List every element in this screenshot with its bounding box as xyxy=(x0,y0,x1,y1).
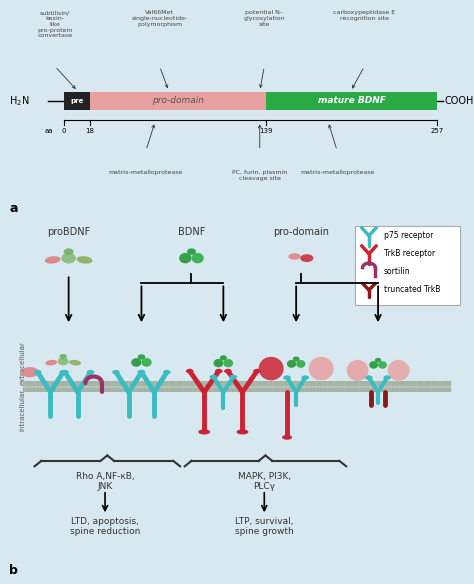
Text: Val66Met
single-nucleotide-
polymorphism: Val66Met single-nucleotide- polymorphism xyxy=(131,10,188,27)
Ellipse shape xyxy=(293,356,300,361)
Ellipse shape xyxy=(301,254,313,262)
Bar xyxy=(266,92,437,110)
Text: $\rm H_2N$: $\rm H_2N$ xyxy=(9,94,30,108)
Text: 18: 18 xyxy=(86,128,95,134)
Ellipse shape xyxy=(224,369,232,373)
Ellipse shape xyxy=(301,376,309,380)
Ellipse shape xyxy=(61,370,69,374)
Ellipse shape xyxy=(58,357,69,366)
Text: aa: aa xyxy=(44,128,53,134)
Ellipse shape xyxy=(191,253,204,263)
Ellipse shape xyxy=(187,248,196,255)
Text: PC, furin, plasmin
cleavage site: PC, furin, plasmin cleavage site xyxy=(232,170,287,181)
Text: COOH: COOH xyxy=(444,96,474,106)
Ellipse shape xyxy=(365,376,373,380)
Ellipse shape xyxy=(210,375,217,379)
Text: potential N–
glycosylation
site: potential N– glycosylation site xyxy=(244,10,285,27)
Text: intracellular: intracellular xyxy=(19,389,25,431)
Ellipse shape xyxy=(213,359,223,367)
Ellipse shape xyxy=(215,369,223,373)
Ellipse shape xyxy=(259,357,283,380)
Ellipse shape xyxy=(220,355,227,360)
Ellipse shape xyxy=(296,360,305,368)
Text: pre: pre xyxy=(71,98,84,104)
Ellipse shape xyxy=(229,375,237,379)
Ellipse shape xyxy=(198,429,210,434)
Text: extracellular: extracellular xyxy=(19,341,25,385)
Ellipse shape xyxy=(163,370,171,374)
Ellipse shape xyxy=(131,358,141,367)
Text: pro-domain: pro-domain xyxy=(273,227,328,237)
Ellipse shape xyxy=(186,369,193,373)
Text: truncated TrkB: truncated TrkB xyxy=(383,286,440,294)
Ellipse shape xyxy=(378,361,387,369)
Ellipse shape xyxy=(61,253,76,263)
Ellipse shape xyxy=(137,370,145,374)
Ellipse shape xyxy=(287,360,296,368)
Text: pro-domain: pro-domain xyxy=(152,96,204,106)
Text: matrix-metalloprotease: matrix-metalloprotease xyxy=(109,170,183,175)
Text: matrix-metalloprotease: matrix-metalloprotease xyxy=(300,170,374,175)
Ellipse shape xyxy=(77,256,92,263)
Ellipse shape xyxy=(34,370,42,374)
Bar xyxy=(23,385,451,388)
Ellipse shape xyxy=(64,248,73,255)
Ellipse shape xyxy=(375,358,381,363)
Text: p75 receptor: p75 receptor xyxy=(383,231,433,240)
Ellipse shape xyxy=(112,370,120,374)
Ellipse shape xyxy=(346,360,368,381)
Ellipse shape xyxy=(45,256,61,263)
Text: a: a xyxy=(9,203,18,215)
Bar xyxy=(23,381,451,392)
Ellipse shape xyxy=(141,358,152,367)
Text: 257: 257 xyxy=(430,128,444,134)
Bar xyxy=(356,225,460,305)
Text: carboxypeptidase E
recognition site: carboxypeptidase E recognition site xyxy=(333,10,395,21)
Ellipse shape xyxy=(369,361,378,369)
Ellipse shape xyxy=(253,369,261,373)
Ellipse shape xyxy=(223,359,233,367)
Ellipse shape xyxy=(137,354,145,360)
Text: sortilin: sortilin xyxy=(383,267,410,276)
Ellipse shape xyxy=(59,370,67,374)
Ellipse shape xyxy=(137,370,145,374)
Text: LTP, survival,
spine growth: LTP, survival, spine growth xyxy=(235,517,294,537)
Ellipse shape xyxy=(59,354,67,359)
Ellipse shape xyxy=(288,253,301,260)
Bar xyxy=(90,92,266,110)
Text: proBDNF: proBDNF xyxy=(47,227,90,237)
Ellipse shape xyxy=(282,435,292,440)
Ellipse shape xyxy=(21,367,39,377)
Text: 0: 0 xyxy=(62,128,66,134)
Text: subtilisin/
kexin-
like
pro-protein
convertase: subtilisin/ kexin- like pro-protein conv… xyxy=(37,10,73,39)
Ellipse shape xyxy=(309,357,334,380)
Ellipse shape xyxy=(383,376,391,380)
Ellipse shape xyxy=(179,253,191,263)
Text: mature BDNF: mature BDNF xyxy=(318,96,385,106)
Text: LTD, apoptosis,
spine reduction: LTD, apoptosis, spine reduction xyxy=(70,517,140,537)
Text: BDNF: BDNF xyxy=(178,227,205,237)
Ellipse shape xyxy=(388,360,410,381)
Text: 139: 139 xyxy=(259,128,273,134)
Text: b: b xyxy=(9,564,18,577)
Text: Rho A,NF-κB,
JNK: Rho A,NF-κB, JNK xyxy=(76,472,134,491)
Ellipse shape xyxy=(283,376,291,380)
Bar xyxy=(64,92,90,110)
Text: MAPK, PI3K,
PLCγ: MAPK, PI3K, PLCγ xyxy=(238,472,291,491)
Ellipse shape xyxy=(87,370,94,374)
Ellipse shape xyxy=(69,360,81,366)
Ellipse shape xyxy=(237,429,248,434)
Text: TrkB receptor: TrkB receptor xyxy=(383,249,435,258)
Ellipse shape xyxy=(46,360,57,366)
